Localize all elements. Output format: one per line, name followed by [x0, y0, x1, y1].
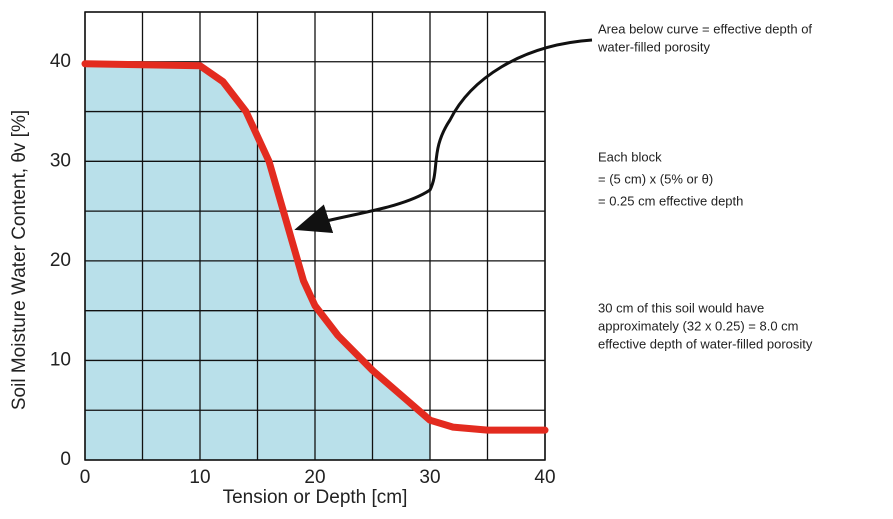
y-tick-label: 40	[50, 51, 71, 72]
annotation: = (5 cm) x (5% or θ)	[598, 171, 713, 186]
annotation: Each block	[598, 149, 662, 164]
y-axis-label: Soil Moisture Water Content, θv [%]	[9, 110, 30, 410]
annotation: water-filled porosity	[597, 39, 710, 54]
annotation: effective depth of water-filled porosity	[598, 336, 813, 351]
annotation: Area below curve = effective depth of	[598, 21, 812, 36]
y-tick-label: 30	[50, 150, 71, 171]
x-axis-label: Tension or Depth [cm]	[223, 487, 408, 508]
x-tick-label: 30	[419, 467, 440, 488]
plot-frame	[84, 11, 546, 461]
x-tick-label: 10	[189, 467, 210, 488]
x-tick-label: 40	[534, 467, 555, 488]
y-tick-label: 20	[50, 250, 71, 271]
x-tick-label: 20	[304, 467, 325, 488]
annotation: approximately (32 x 0.25) = 8.0 cm	[598, 318, 799, 333]
annotation: = 0.25 cm effective depth	[598, 193, 743, 208]
y-tick-label: 10	[50, 349, 71, 370]
y-tick-label: 0	[60, 449, 71, 470]
curve	[81, 60, 549, 434]
x-tick-label: 0	[80, 467, 91, 488]
annotation-arrow	[294, 38, 593, 234]
annotation: 30 cm of this soil would have	[598, 300, 764, 315]
